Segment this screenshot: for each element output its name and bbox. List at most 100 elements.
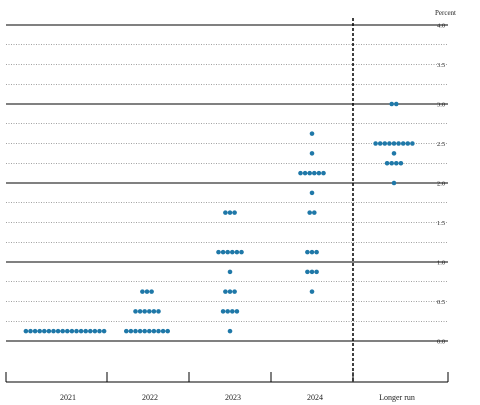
- projection-dot: [391, 141, 397, 146]
- projection-dot: [46, 328, 52, 334]
- projection-dot: [387, 141, 392, 146]
- projection-dot: [42, 328, 47, 334]
- projection-dot: [147, 309, 152, 314]
- y-tick-label: 2.0: [437, 181, 445, 188]
- projection-dot: [101, 328, 107, 334]
- projection-dot: [137, 309, 143, 314]
- projection-dot: [305, 269, 310, 275]
- x-tick-label: 2023: [225, 393, 241, 402]
- projection-dot: [373, 141, 378, 146]
- projection-dot: [230, 249, 235, 255]
- y-tick-label: 0.5: [437, 299, 445, 306]
- projection-dot: [396, 141, 401, 146]
- projection-dot: [160, 328, 166, 334]
- projection-dot: [23, 328, 29, 334]
- projection-dot: [223, 289, 228, 294]
- projection-dot: [307, 170, 313, 176]
- projection-dot: [394, 101, 399, 107]
- projection-dot: [151, 328, 157, 334]
- projection-dot: [142, 309, 147, 314]
- projection-dot: [394, 160, 399, 166]
- participant-dots: [23, 101, 415, 334]
- projection-dot: [144, 289, 150, 294]
- projection-dot: [410, 141, 415, 146]
- projection-dot: [391, 180, 397, 186]
- projection-dot: [156, 309, 161, 314]
- projection-dot: [37, 328, 42, 334]
- projection-dot: [309, 131, 315, 136]
- y-tick-label: 4.0: [437, 23, 445, 30]
- projection-dot: [216, 249, 221, 255]
- projection-dot: [97, 328, 102, 334]
- projection-dot: [65, 328, 70, 334]
- projection-dot: [309, 269, 315, 275]
- projection-dot: [128, 328, 134, 334]
- projection-dot: [309, 151, 315, 156]
- projection-dot: [124, 328, 129, 334]
- y-tick-label: 1.0: [437, 260, 445, 267]
- projection-dot: [156, 328, 161, 334]
- projection-dot: [232, 289, 237, 294]
- projection-dot: [312, 210, 317, 215]
- projection-dot: [223, 210, 228, 215]
- y-tick-label: 0.0: [437, 339, 445, 346]
- projection-dot: [321, 170, 326, 176]
- projection-dot: [220, 249, 226, 255]
- projection-dot: [316, 170, 322, 176]
- x-tick-label: 2024: [307, 393, 323, 402]
- projection-dot: [60, 328, 65, 334]
- gridlines: [6, 24, 448, 342]
- projection-dot: [83, 328, 88, 334]
- projection-dot: [227, 289, 233, 294]
- projection-dot: [377, 141, 383, 146]
- projection-dot: [302, 170, 308, 176]
- y-tick-label: 3.5: [437, 62, 445, 69]
- projection-dot: [32, 328, 38, 334]
- projection-dot: [314, 249, 319, 255]
- projection-dot: [137, 328, 143, 334]
- projection-dot: [391, 151, 397, 156]
- projection-dot: [230, 309, 235, 314]
- projection-dot: [382, 141, 388, 146]
- projection-dot: [227, 269, 233, 275]
- x-axis: [5, 372, 449, 383]
- projection-dot: [232, 210, 237, 215]
- projection-dot: [309, 249, 315, 255]
- x-tick-labels: 2021 2022 2023 2024 Longer run: [60, 393, 415, 402]
- projection-dot: [234, 249, 240, 255]
- y-tick-label: 3.0: [437, 102, 445, 109]
- y-tick-label: 1.5: [437, 220, 445, 227]
- projection-dot: [400, 141, 406, 146]
- projection-dot: [133, 328, 138, 334]
- projection-dot: [78, 328, 84, 334]
- projection-dot: [398, 160, 404, 166]
- projection-dot: [239, 249, 244, 255]
- y-tick-label: 2.5: [437, 141, 445, 148]
- projection-dot: [314, 269, 319, 275]
- projection-dot: [140, 289, 145, 294]
- projection-dot: [298, 170, 303, 176]
- projection-dot: [151, 309, 157, 314]
- projection-dot: [309, 190, 315, 196]
- projection-dot: [307, 210, 313, 215]
- projection-dot: [142, 328, 147, 334]
- projection-dot: [309, 289, 315, 294]
- projection-dot: [92, 328, 98, 334]
- y-tick-labels: 0.0 0.5 1.0 1.5 2.0 2.5 3.0 3.5 4.0: [437, 23, 445, 346]
- projection-dot: [389, 160, 395, 166]
- projection-dot: [312, 170, 317, 176]
- projection-dot: [305, 249, 310, 255]
- projection-dot: [88, 328, 93, 334]
- projection-dot: [51, 328, 56, 334]
- x-tick-label: 2021: [60, 393, 76, 402]
- x-tick-label: 2022: [142, 393, 158, 402]
- projection-dot: [389, 101, 395, 107]
- projection-dot: [227, 210, 233, 215]
- projection-dot: [384, 160, 390, 166]
- projection-dot: [234, 309, 240, 314]
- projection-dot: [147, 328, 152, 334]
- projection-dot: [28, 328, 33, 334]
- projection-dot: [74, 328, 79, 334]
- projection-dot: [225, 249, 230, 255]
